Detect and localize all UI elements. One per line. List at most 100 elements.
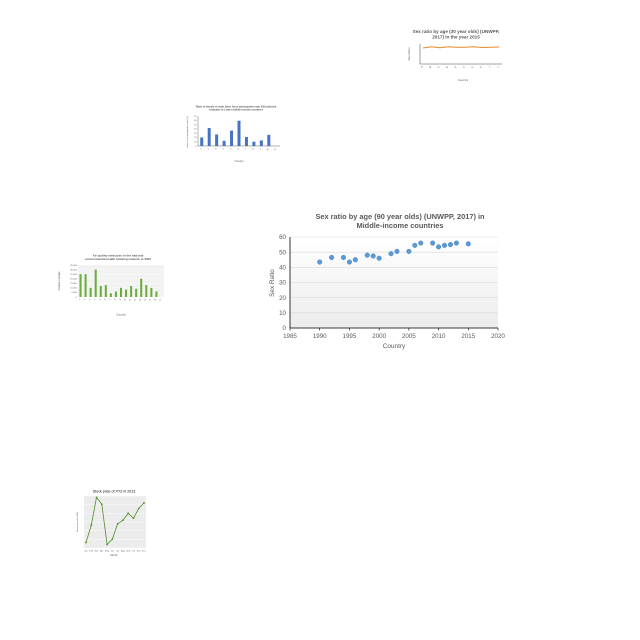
- bar: [79, 274, 82, 297]
- x-tick-label: 15: [149, 298, 153, 302]
- data-point: [143, 502, 145, 504]
- x-tick-label: D: [445, 65, 449, 69]
- x-tick-label: 1985: [283, 333, 297, 340]
- x-tick-label: 1990: [313, 333, 327, 340]
- data-point: [453, 240, 459, 246]
- chart-bar-airquality: Air quality measures in the national envi…: [56, 252, 168, 318]
- x-tick-label: B: [428, 65, 432, 69]
- x-axis-label: Country: [383, 343, 406, 350]
- bar: [222, 140, 226, 146]
- bar: [252, 141, 256, 146]
- data-point: [406, 248, 412, 254]
- y-tick-label: 40: [279, 265, 286, 272]
- x-tick-label: G: [470, 65, 474, 69]
- chart-title: Stock price of XYZ in 2013: [93, 490, 136, 494]
- bar: [84, 274, 87, 297]
- x-tick-label: 17: [159, 298, 163, 302]
- data-point: [90, 524, 93, 527]
- data-point: [137, 507, 140, 510]
- data-point: [329, 254, 335, 261]
- series-line: [85, 496, 145, 546]
- y-tick-label: 10: [194, 142, 197, 144]
- bar: [244, 137, 248, 146]
- y-tick-label: 0: [76, 297, 78, 299]
- x-tick-label: H: [479, 65, 483, 69]
- x-axis-label: Month: [110, 553, 118, 557]
- x-tick-label: 10: [266, 148, 270, 152]
- x-tick-label: Dec: [142, 551, 147, 553]
- data-point: [465, 241, 471, 247]
- x-tick-label: Nov: [137, 551, 142, 553]
- chart-title: Sex ratio by age (30 year olds) (UNWPP, 2…: [413, 29, 500, 40]
- y-tick-label: 0: [195, 146, 197, 148]
- x-tick-label: I: [488, 65, 492, 69]
- bar: [125, 289, 128, 297]
- x-tick-label: 1: [200, 148, 203, 151]
- x-axis-label: Country: [234, 159, 244, 163]
- y-tick-label: 10,000: [70, 288, 77, 290]
- data-point: [85, 541, 87, 544]
- bar: [135, 288, 138, 297]
- data-point: [394, 248, 400, 254]
- x-tick-label: J: [496, 64, 500, 68]
- data-point: [340, 254, 347, 261]
- y-tick-label: 25,000: [70, 274, 77, 276]
- x-tick-label: 2010: [432, 333, 446, 340]
- x-tick-label: C: [436, 65, 440, 69]
- bar: [215, 134, 219, 146]
- bar: [230, 130, 234, 146]
- chart-svg-airquality: Air quality measures in the national envi…: [58, 254, 164, 317]
- x-tick-label: 14: [144, 298, 148, 302]
- chart-scatter-90yo: Sex ratio by age (90 year olds) (UNWPP, …: [264, 206, 510, 352]
- x-tick-label: 10: [124, 298, 128, 302]
- data-point: [317, 259, 323, 265]
- y-tick-label: 5,000: [72, 292, 78, 294]
- bar: [207, 128, 211, 146]
- y-tick-label: 20: [194, 137, 197, 139]
- x-tick-label: 16: [154, 298, 158, 302]
- y-tick-label: 35,000: [70, 265, 77, 267]
- chart-svg-90yo: Sex ratio by age (90 year olds) (UNWPP, …: [269, 212, 505, 350]
- x-tick-label: 2: [84, 298, 87, 301]
- bar: [150, 287, 153, 297]
- data-point: [376, 255, 382, 261]
- chart-title: Ratio of female to male labor force part…: [196, 105, 277, 112]
- x-tick-label: 7: [245, 148, 248, 151]
- x-tick-label: 2015: [461, 333, 475, 340]
- bar: [267, 134, 271, 146]
- x-tick-label: 3: [215, 148, 218, 151]
- x-tick-label: Jan: [84, 551, 88, 553]
- x-tick-label: Jun: [111, 551, 115, 553]
- x-tick-label: 4: [223, 148, 226, 151]
- x-tick-label: 11: [274, 148, 278, 152]
- x-tick-label: 11: [129, 298, 133, 302]
- y-tick-label: 40: [194, 129, 197, 131]
- data-point: [111, 538, 114, 540]
- bar: [130, 286, 133, 297]
- x-tick-label: F: [462, 65, 466, 69]
- data-point: [412, 242, 418, 248]
- bar: [109, 293, 112, 297]
- x-axis-label: Country: [458, 78, 469, 82]
- x-tick-label: 5: [230, 148, 233, 151]
- y-tick-label: 70: [194, 116, 197, 118]
- x-tick-label: 2020: [491, 333, 505, 340]
- y-tick-label: 10: [279, 310, 286, 317]
- series-line: [422, 46, 500, 49]
- x-tick-label: E: [453, 65, 457, 69]
- x-tick-label: 2005: [402, 333, 416, 340]
- x-tick-label: A: [420, 65, 424, 69]
- y-tick-label: 15,000: [70, 283, 77, 285]
- x-tick-label: 13: [139, 298, 143, 302]
- y-tick-label: 20: [279, 295, 286, 302]
- x-tick-label: 2000: [372, 333, 386, 340]
- x-tick-label: 1: [79, 298, 82, 301]
- bar: [94, 269, 97, 297]
- y-tick-label: 0: [283, 325, 287, 332]
- data-point: [430, 240, 436, 246]
- x-tick-label: 12: [134, 298, 138, 302]
- x-tick-label: 6: [104, 298, 107, 301]
- x-axis-label: Country: [116, 313, 126, 317]
- x-tick-label: 5: [99, 298, 102, 301]
- x-tick-label: 1995: [343, 333, 357, 340]
